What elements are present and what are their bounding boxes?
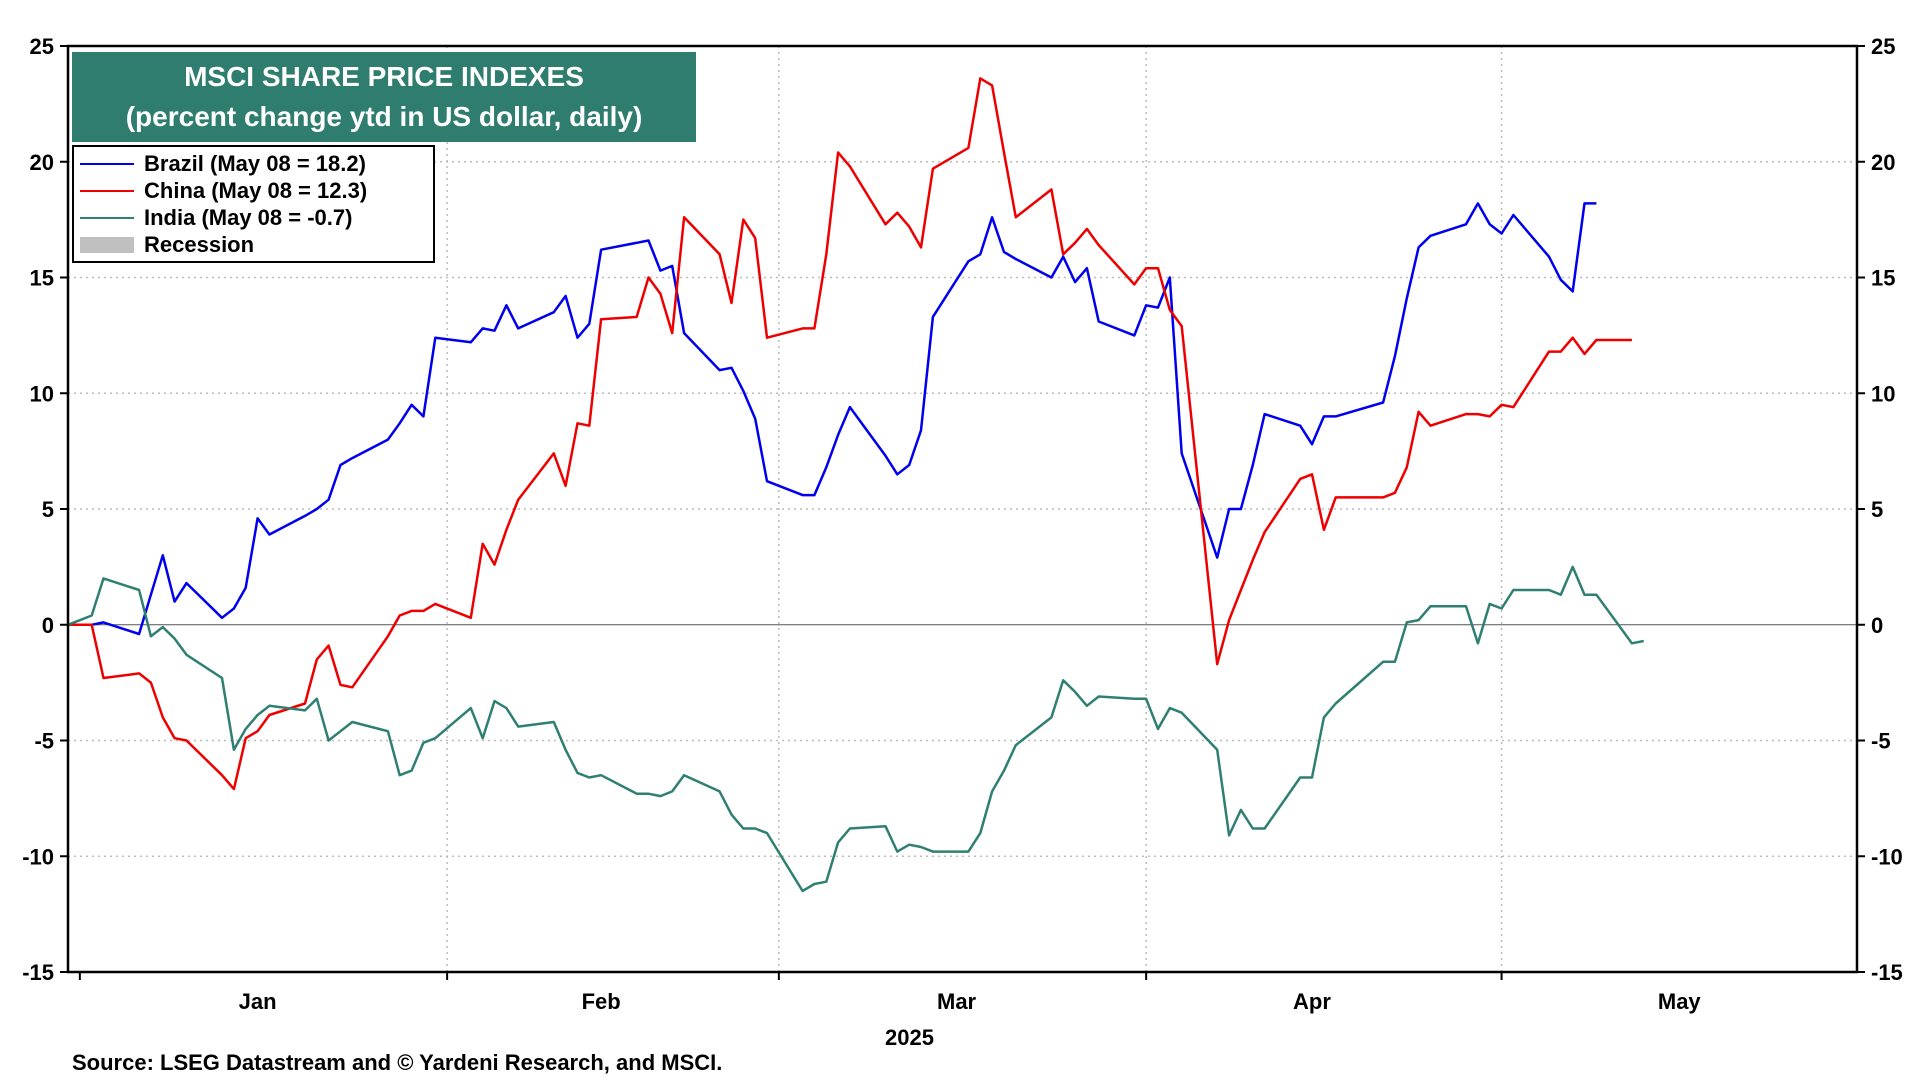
y-tick-label-left: -5 — [34, 729, 54, 754]
legend-label-india: India (May 08 = -0.7) — [144, 204, 353, 230]
legend-item-recession: Recession — [80, 231, 433, 258]
source-note: Source: LSEG Datastream and © Yardeni Re… — [72, 1050, 723, 1075]
x-tick-label: Apr — [1293, 989, 1331, 1014]
series-line-brazil — [68, 202, 1597, 636]
y-tick-label-right: -15 — [1871, 960, 1903, 985]
y-tick-label-left: 15 — [30, 266, 54, 291]
series-line-china — [68, 77, 1632, 791]
y-tick-label-left: 10 — [30, 381, 54, 406]
y-tick-label-right: 5 — [1871, 497, 1883, 522]
x-tick-label: Jan — [239, 989, 277, 1014]
y-tick-label-left: 0 — [42, 613, 54, 638]
y-tick-label-right: 20 — [1871, 150, 1895, 175]
legend-swatch-india — [80, 216, 134, 219]
legend: Brazil (May 08 = 18.2) China (May 08 = 1… — [72, 145, 435, 263]
y-tick-label-right: -5 — [1871, 729, 1891, 754]
legend-label-brazil: Brazil (May 08 = 18.2) — [144, 150, 366, 176]
y-tick-label-left: 5 — [42, 497, 54, 522]
legend-swatch-recession — [80, 236, 134, 253]
y-tick-label-right: -10 — [1871, 844, 1903, 869]
x-tick-label: May — [1658, 989, 1702, 1014]
y-tick-label-left: -15 — [22, 960, 54, 985]
series-line-india — [67, 565, 1644, 893]
chart-subtitle: (percent change ytd in US dollar, daily) — [125, 101, 643, 132]
y-tick-label-right: 10 — [1871, 381, 1895, 406]
x-year-label: 2025 — [885, 1025, 934, 1050]
y-tick-label-right: 15 — [1871, 266, 1895, 291]
legend-item-india: India (May 08 = -0.7) — [80, 204, 433, 231]
y-tick-label-right: 0 — [1871, 613, 1883, 638]
legend-label-recession: Recession — [144, 231, 255, 257]
legend-item-brazil: Brazil (May 08 = 18.2) — [80, 150, 433, 177]
x-tick-label: Mar — [937, 989, 977, 1014]
legend-swatch-china — [80, 189, 134, 192]
legend-item-china: China (May 08 = 12.3) — [80, 177, 433, 204]
y-tick-label-left: 20 — [30, 150, 54, 175]
chart-title: MSCI SHARE PRICE INDEXES — [184, 61, 584, 92]
legend-swatch-brazil — [80, 162, 134, 165]
y-tick-label-left: -10 — [22, 844, 54, 869]
x-tick-label: Feb — [582, 989, 621, 1014]
y-tick-label-right: 25 — [1871, 34, 1895, 59]
chart-title-box: MSCI SHARE PRICE INDEXES (percent change… — [72, 52, 696, 142]
legend-label-china: China (May 08 = 12.3) — [144, 177, 368, 203]
y-tick-label-left: 25 — [30, 34, 54, 59]
